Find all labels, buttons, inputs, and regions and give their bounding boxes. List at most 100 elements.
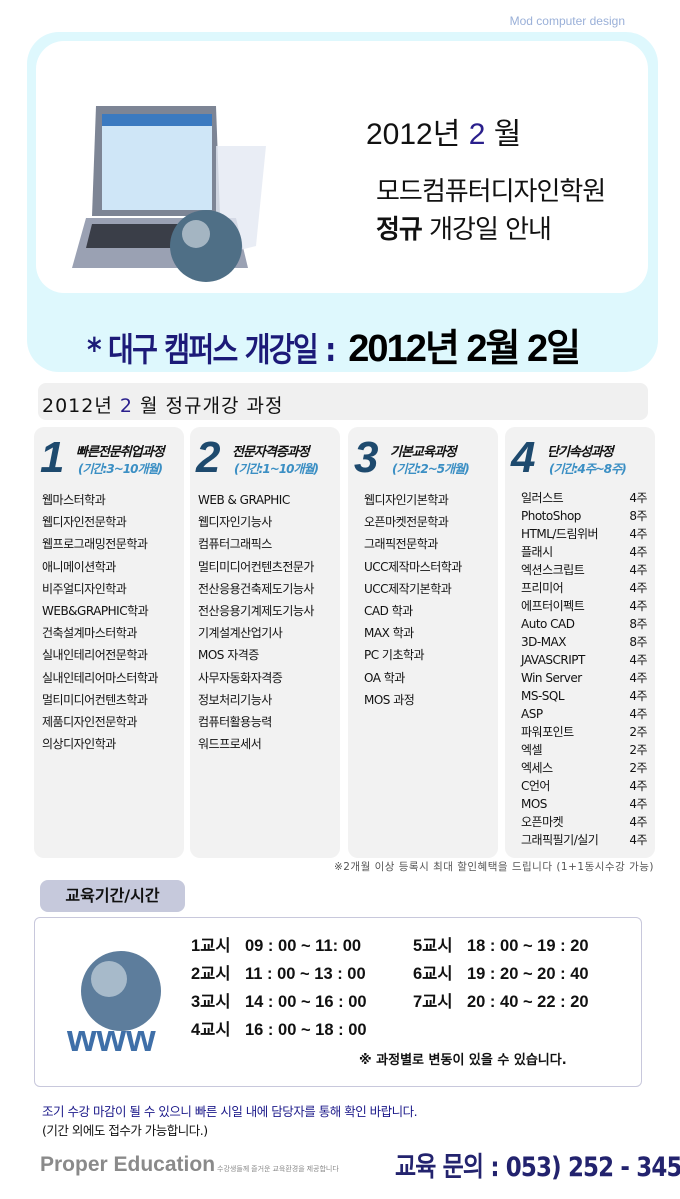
course-item: 전산응용기계제도기능사 xyxy=(198,603,314,618)
course-item: 의상디자인학과 xyxy=(42,737,116,752)
course-duration: 8주 xyxy=(629,617,647,631)
course-item: 비주얼디자인학과 xyxy=(42,581,127,596)
short-course-item: 에프터이펙트 4주 xyxy=(521,597,647,615)
course-item: 정보처리기능사 xyxy=(198,692,272,707)
course-duration: 2주 xyxy=(629,743,647,757)
course-item: CAD 학과 xyxy=(364,603,413,618)
course-item: PC 기초학과 xyxy=(364,648,425,663)
course-name: PhotoShop xyxy=(521,509,581,523)
course-item: 오픈마켓전문학과 xyxy=(364,515,449,530)
course-duration: 4주 xyxy=(629,581,647,595)
course-duration: 4주 xyxy=(629,527,647,541)
course-item: 전산응용건축제도기능사 xyxy=(198,581,314,596)
course-duration: 4주 xyxy=(629,563,647,577)
period-label: 3교시 xyxy=(191,993,231,1011)
subtitle-bold: 정규 xyxy=(376,215,423,245)
short-course-item: C언어 4주 xyxy=(521,777,647,795)
short-course-item: 플래시 4주 xyxy=(521,543,647,561)
short-course-item: JAVASCRIPT 4주 xyxy=(521,651,647,669)
schedule-note: ※ 과정별로 변동이 있을 수 있습니다. xyxy=(359,1053,567,1068)
short-course-item: PhotoShop 8주 xyxy=(521,507,647,525)
course-list: 웹디자인기본학과 오픈마켓전문학과 그래픽전문학과 UCC제작마스터학과 UCC제작기본… xyxy=(364,489,462,711)
course-item: 웹디자인전문학과 xyxy=(42,515,127,530)
course-item: 실내인테리어전문학과 xyxy=(42,648,148,663)
course-list: 일러스트 4주 PhotoShop 8주 HTML/드림위버 4주 플래시 4주 엑션스크립트 4… xyxy=(521,489,647,849)
course-name: 3D-MAX xyxy=(521,635,567,649)
course-item: 웹마스터학과 xyxy=(42,493,106,507)
year: 2012 xyxy=(366,118,433,151)
course-item: 멀티미디어컨텐츠학과 xyxy=(42,692,148,707)
course-name: 에프터이펙트 xyxy=(521,599,585,613)
course-list: WEB & GRAPHIC 웹디자인기능사 컴퓨터그래픽스 멀티미디어컨텐츠전문가 전산… xyxy=(198,489,314,755)
course-item: 그래픽전문학과 xyxy=(364,537,438,552)
period-label: 2교시 xyxy=(191,965,231,983)
course-item: 멀티미디어컨텐츠전문가 xyxy=(198,559,314,574)
course-name: 일러스트 xyxy=(521,491,564,505)
subtitle-rest: 개강일 안내 xyxy=(429,215,552,245)
course-duration: 4주 xyxy=(629,599,647,613)
short-course-item: 엑셀 2주 xyxy=(521,741,647,759)
short-course-item: 파워포인트 2주 xyxy=(521,723,647,741)
period-time: 14 : 00 ~ 16 : 00 xyxy=(245,993,367,1011)
course-name: JAVASCRIPT xyxy=(521,653,585,667)
course-list: 웹마스터학과 웹디자인전문학과 웹프로그래밍전문학과 애니메이션학과 비주얼디자인학과 W… xyxy=(42,489,158,755)
proper-education-logo: Proper Education 수강생들께 즐거운 교육환경을 제공합니다 xyxy=(40,1153,339,1177)
course-duration: 8주 xyxy=(629,635,647,649)
short-course-item: 3D-MAX 8주 xyxy=(521,633,647,651)
course-item: 애니메이션학과 xyxy=(42,559,116,574)
footer-subnotice: (기간 외에도 접수가 가능합니다.) xyxy=(42,1123,208,1138)
period-label: 7교시 xyxy=(413,993,453,1011)
period-label: 6교시 xyxy=(413,965,453,983)
course-name: MS-SQL xyxy=(521,689,565,703)
period-time: 18 : 00 ~ 19 : 20 xyxy=(467,937,589,955)
course-item: UCC제작기본학과 xyxy=(364,581,452,596)
course-duration: 4주 xyxy=(629,689,647,703)
schedule-row: 1교시 09 : 00 ~ 11: 00 5교시 18 : 00 ~ 19 : 20 xyxy=(191,932,617,956)
hero-banner: 2012년 2 월 모드컴퓨터디자인학원 정규 개강일 안내 * 대구 캠퍼스 … xyxy=(27,32,658,372)
course-column-2: 2 전문자격증과정 (기간:1~10개월) WEB & GRAPHIC 웹디자인기… xyxy=(190,427,340,858)
logo-tagline: 수강생들께 즐거운 교육환경을 제공합니다 xyxy=(217,1166,339,1173)
course-duration: 4주 xyxy=(629,815,647,829)
course-item: 제품디자인전문학과 xyxy=(42,714,137,729)
course-column-3: 3 기본교육과정 (기간:2~5개월) 웹디자인기본학과 오픈마켓전문학과 그래픽전… xyxy=(348,427,498,858)
column-title: 기본교육과정 xyxy=(390,445,457,460)
course-item: MOS 자격증 xyxy=(198,648,259,663)
column-period: (기간:2~5개월) xyxy=(392,462,470,476)
course-duration: 4주 xyxy=(629,833,647,847)
hero-subtitle: 정규 개강일 안내 xyxy=(376,209,552,246)
course-item: OA 학과 xyxy=(364,670,405,685)
column-period: (기간:1~10개월) xyxy=(234,462,319,476)
month-unit: 월 xyxy=(493,118,522,151)
course-name: 플래시 xyxy=(521,545,553,559)
period-label: 1교시 xyxy=(191,937,231,955)
course-duration: 8주 xyxy=(629,509,647,523)
period-label: 5교시 xyxy=(413,937,453,955)
short-course-item: Win Server 4주 xyxy=(521,669,647,687)
section-month: 2 xyxy=(119,395,133,417)
course-item: WEB&GRAPHIC학과 xyxy=(42,603,149,618)
section-rest: 월 정규개강 과정 xyxy=(140,395,284,417)
campus-date: 2012년 2월 2일 xyxy=(348,328,581,370)
course-name: MOS xyxy=(521,797,547,811)
campus-label: * 대구 캠퍼스 개강일 : xyxy=(87,330,336,369)
section-year-unit: 년 xyxy=(94,395,113,417)
footer-notice: 조기 수강 마감이 될 수 있으니 빠른 시일 내에 담당자를 통해 확인 바랍… xyxy=(42,1104,418,1119)
year-unit: 년 xyxy=(432,118,461,151)
course-item: WEB & GRAPHIC xyxy=(198,493,290,507)
svg-text:www: www xyxy=(66,1018,156,1058)
schedule-row: 3교시 14 : 00 ~ 16 : 00 7교시 20 : 40 ~ 22 : 20 xyxy=(191,988,617,1012)
course-name: HTML/드림위버 xyxy=(521,527,599,541)
column-title: 단기속성과정 xyxy=(547,445,614,460)
hero-year-month: 2012년 2 월 xyxy=(366,109,521,153)
schedule-box: www 1교시 09 : 00 ~ 11: 00 5교시 18 : 00 ~ 19 :… xyxy=(34,917,642,1087)
school-name: 모드컴퓨터디자인학원 xyxy=(376,177,606,207)
course-item: MAX 학과 xyxy=(364,626,414,641)
course-name: 엑셀 xyxy=(521,743,543,757)
schedule-row: 4교시 16 : 00 ~ 18 : 00 xyxy=(191,1016,413,1040)
course-duration: 4주 xyxy=(629,671,647,685)
schedule-row: 2교시 11 : 00 ~ 13 : 00 6교시 19 : 20 ~ 20 : 40 xyxy=(191,960,617,984)
course-item: 사무자동화자격증 xyxy=(198,670,283,685)
short-course-item: MS-SQL 4주 xyxy=(521,687,647,705)
course-duration: 4주 xyxy=(629,545,647,559)
short-course-item: 일러스트 4주 xyxy=(521,489,647,507)
